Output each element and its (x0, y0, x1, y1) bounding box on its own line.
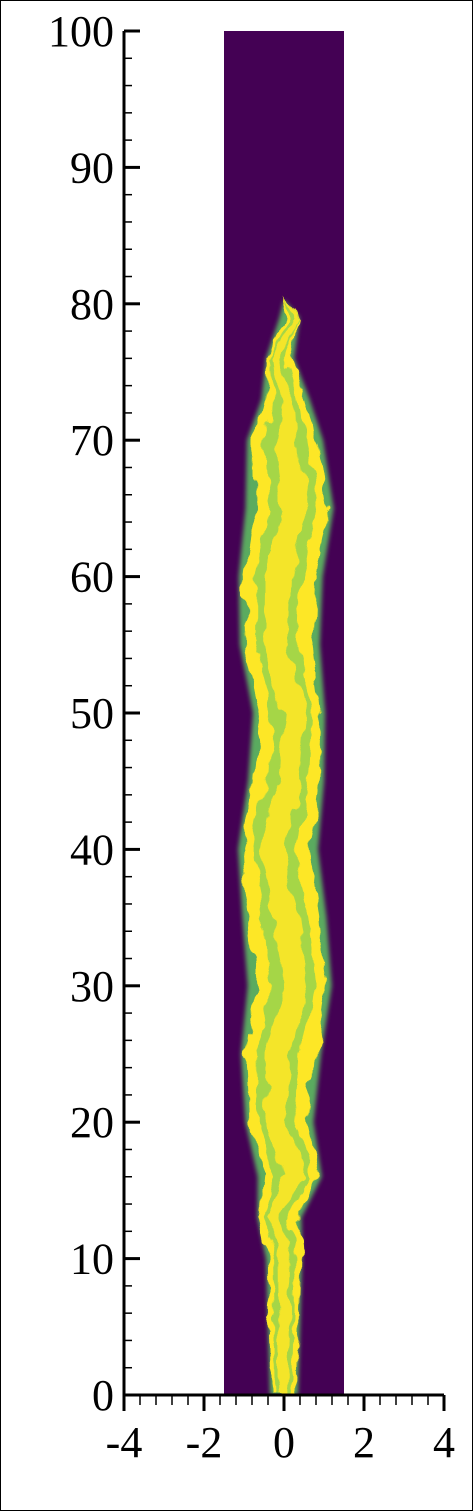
y-tick-label-10: 10 (70, 1235, 114, 1284)
y-tick-label-30: 30 (70, 962, 114, 1011)
y-tick-label-80: 80 (70, 280, 114, 329)
y-tick-label-50: 50 (70, 689, 114, 738)
x-tick-label--2: -2 (186, 1418, 223, 1467)
x-tick-label-0: 0 (273, 1418, 295, 1467)
y-tick-label-70: 70 (70, 416, 114, 465)
x-tick-label--4: -4 (106, 1418, 143, 1467)
y-tick-label-20: 20 (70, 1098, 114, 1147)
y-tick-label-100: 100 (48, 7, 114, 56)
y-tick-label-40: 40 (70, 825, 114, 874)
tick-labels-layer: 0 10 20 30 40 50 60 70 80 90 100 -4 -2 0 2 4 (48, 7, 455, 1467)
y-tick-label-0: 0 (92, 1371, 114, 1420)
x-tick-label-4: 4 (433, 1418, 455, 1467)
jet-inner-core (260, 299, 309, 1395)
y-tick-label-60: 60 (70, 553, 114, 602)
ticks-layer (122, 29, 446, 1411)
y-tick-label-90: 90 (70, 143, 114, 192)
field-layer (224, 31, 344, 1395)
jet-plume (238, 299, 334, 1395)
x-tick-label-2: 2 (353, 1418, 375, 1467)
